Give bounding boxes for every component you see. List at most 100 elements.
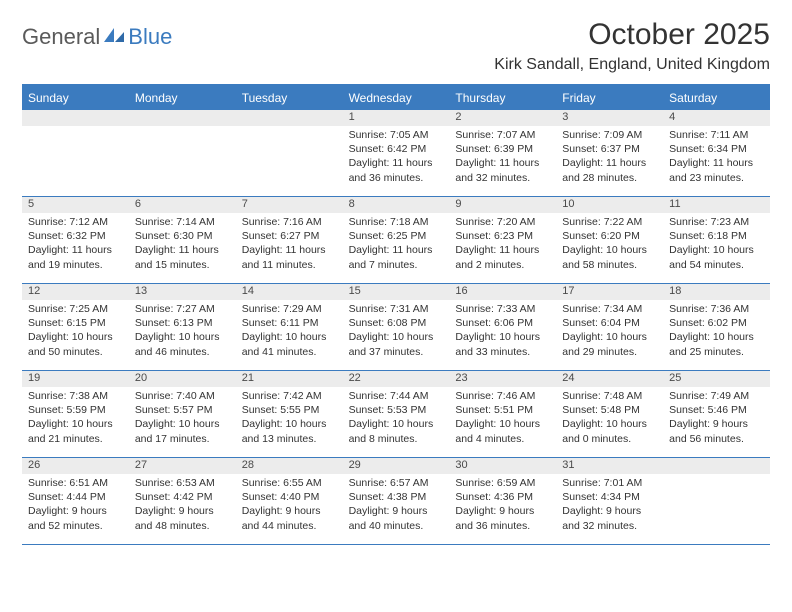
cell-line: Daylight: 10 hours and 4 minutes. [455,417,550,445]
calendar-cell: 2Sunrise: 7:07 AMSunset: 6:39 PMDaylight… [449,110,556,196]
day-number: 13 [129,284,236,300]
cell-line: Sunset: 6:39 PM [455,142,550,156]
cell-line: Sunrise: 7:01 AM [562,476,657,490]
cell-body: Sunrise: 7:05 AMSunset: 6:42 PMDaylight:… [343,126,450,189]
day-number: 7 [236,197,343,213]
cell-line: Sunrise: 7:11 AM [669,128,764,142]
day-number: 26 [22,458,129,474]
cell-line: Daylight: 10 hours and 50 minutes. [28,330,123,358]
cell-line: Daylight: 11 hours and 19 minutes. [28,243,123,271]
day-number: 20 [129,371,236,387]
cell-line: Sunrise: 7:20 AM [455,215,550,229]
calendar-cell: 17Sunrise: 7:34 AMSunset: 6:04 PMDayligh… [556,284,663,370]
day-number: 3 [556,110,663,126]
calendar-cell: 11Sunrise: 7:23 AMSunset: 6:18 PMDayligh… [663,197,770,283]
cell-line: Daylight: 11 hours and 2 minutes. [455,243,550,271]
calendar-cell: 3 Sunrise: 7:09 AMSunset: 6:37 PMDaylight… [556,110,663,196]
day-number [129,110,236,126]
cell-body: Sunrise: 6:51 AMSunset: 4:44 PMDaylight:… [22,474,129,537]
cell-body: Sunrise: 7:01 AMSunset: 4:34 PMDaylight:… [556,474,663,537]
cell-line: Sunset: 5:51 PM [455,403,550,417]
cell-line: Sunset: 5:59 PM [28,403,123,417]
cell-line: Sunset: 4:36 PM [455,490,550,504]
day-number: 25 [663,371,770,387]
cell-body: Sunrise: 7:46 AMSunset: 5:51 PMDaylight:… [449,387,556,450]
cell-line: Sunset: 5:53 PM [349,403,444,417]
calendar-cell [22,110,129,196]
day-number: 15 [343,284,450,300]
cell-line: Sunrise: 7:29 AM [242,302,337,316]
logo: General Blue [22,24,172,50]
week-row: 1Sunrise: 7:05 AMSunset: 6:42 PMDaylight… [22,110,770,197]
day-number: 5 [22,197,129,213]
cell-line: Daylight: 11 hours and 15 minutes. [135,243,230,271]
calendar-cell: 24Sunrise: 7:48 AMSunset: 5:48 PMDayligh… [556,371,663,457]
cell-body: Sunrise: 7:11 AMSunset: 6:34 PMDaylight:… [663,126,770,189]
cell-line: Sunrise: 7:09 AM [562,128,657,142]
cell-body: Sunrise: 7:49 AMSunset: 5:46 PMDaylight:… [663,387,770,450]
cell-line: Sunrise: 7:33 AM [455,302,550,316]
calendar-cell: 20Sunrise: 7:40 AMSunset: 5:57 PMDayligh… [129,371,236,457]
cell-line: Sunrise: 7:36 AM [669,302,764,316]
cell-line: Sunrise: 7:42 AM [242,389,337,403]
cell-line: Daylight: 10 hours and 13 minutes. [242,417,337,445]
calendar-cell: 16Sunrise: 7:33 AMSunset: 6:06 PMDayligh… [449,284,556,370]
cell-line: Sunset: 6:37 PM [562,142,657,156]
calendar-cell: 7Sunrise: 7:16 AMSunset: 6:27 PMDaylight… [236,197,343,283]
cell-line: Sunrise: 6:59 AM [455,476,550,490]
week-row: 26Sunrise: 6:51 AMSunset: 4:44 PMDayligh… [22,458,770,545]
day-number: 30 [449,458,556,474]
cell-line: Sunset: 6:18 PM [669,229,764,243]
cell-line: Daylight: 10 hours and 54 minutes. [669,243,764,271]
day-number [663,458,770,474]
calendar-cell: 19Sunrise: 7:38 AMSunset: 5:59 PMDayligh… [22,371,129,457]
day-name: Tuesday [236,86,343,110]
day-number [236,110,343,126]
cell-body: Sunrise: 7:18 AMSunset: 6:25 PMDaylight:… [343,213,450,276]
cell-line: Sunset: 5:48 PM [562,403,657,417]
day-number: 16 [449,284,556,300]
cell-line: Daylight: 9 hours and 52 minutes. [28,504,123,532]
cell-body: Sunrise: 7:40 AMSunset: 5:57 PMDaylight:… [129,387,236,450]
cell-body: Sunrise: 7:14 AMSunset: 6:30 PMDaylight:… [129,213,236,276]
calendar-cell: 29Sunrise: 6:57 AMSunset: 4:38 PMDayligh… [343,458,450,544]
cell-line: Sunset: 4:40 PM [242,490,337,504]
location: Kirk Sandall, England, United Kingdom [494,56,770,74]
cell-line: Sunrise: 7:14 AM [135,215,230,229]
cell-line: Sunset: 6:30 PM [135,229,230,243]
day-number: 2 [449,110,556,126]
cell-line: Daylight: 10 hours and 58 minutes. [562,243,657,271]
cell-line: Sunset: 6:42 PM [349,142,444,156]
cell-line: Daylight: 10 hours and 37 minutes. [349,330,444,358]
calendar-cell [129,110,236,196]
month-title: October 2025 [494,18,770,52]
cell-body: Sunrise: 7:22 AMSunset: 6:20 PMDaylight:… [556,213,663,276]
calendar-cell: 9Sunrise: 7:20 AMSunset: 6:23 PMDaylight… [449,197,556,283]
calendar-cell [663,458,770,544]
cell-body: Sunrise: 7:38 AMSunset: 5:59 PMDaylight:… [22,387,129,450]
cell-line: Daylight: 11 hours and 7 minutes. [349,243,444,271]
cell-line: Sunset: 6:13 PM [135,316,230,330]
cell-line: Daylight: 10 hours and 8 minutes. [349,417,444,445]
day-number: 24 [556,371,663,387]
cell-line: Sunset: 5:55 PM [242,403,337,417]
calendar-cell: 1Sunrise: 7:05 AMSunset: 6:42 PMDaylight… [343,110,450,196]
cell-body: Sunrise: 7:48 AMSunset: 5:48 PMDaylight:… [556,387,663,450]
cell-line: Sunrise: 6:53 AM [135,476,230,490]
day-name: Thursday [449,86,556,110]
day-number: 29 [343,458,450,474]
day-number: 9 [449,197,556,213]
cell-line: Sunrise: 7:07 AM [455,128,550,142]
cell-line: Daylight: 11 hours and 28 minutes. [562,156,657,184]
day-number: 28 [236,458,343,474]
calendar-cell: 5Sunrise: 7:12 AMSunset: 6:32 PMDaylight… [22,197,129,283]
cell-line: Sunrise: 6:57 AM [349,476,444,490]
day-number: 31 [556,458,663,474]
day-number: 23 [449,371,556,387]
day-name: Monday [129,86,236,110]
calendar-cell: 30Sunrise: 6:59 AMSunset: 4:36 PMDayligh… [449,458,556,544]
cell-line: Sunset: 4:42 PM [135,490,230,504]
calendar-cell: 23Sunrise: 7:46 AMSunset: 5:51 PMDayligh… [449,371,556,457]
calendar-cell: 4Sunrise: 7:11 AMSunset: 6:34 PMDaylight… [663,110,770,196]
cell-line: Sunrise: 7:12 AM [28,215,123,229]
